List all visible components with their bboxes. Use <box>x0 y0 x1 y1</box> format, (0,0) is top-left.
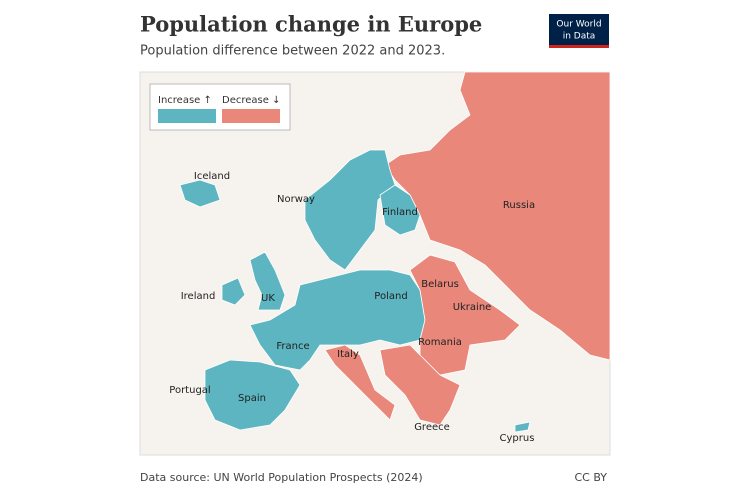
logo-text: Our World <box>556 20 601 30</box>
source: Data source: UN World Population Prospec… <box>140 471 423 484</box>
legend-swatch <box>222 109 280 123</box>
logo: Our World in Data <box>549 14 609 48</box>
region <box>221 277 246 306</box>
region <box>324 344 396 421</box>
license: CC BY <box>574 471 607 484</box>
logo-underline <box>549 45 609 48</box>
country-label: Greece <box>414 422 450 433</box>
country-label: UK <box>261 293 275 304</box>
logo-box <box>549 14 609 45</box>
region <box>179 179 221 208</box>
legend-box <box>149 83 291 131</box>
region <box>379 344 461 426</box>
subtitle: Population difference between 2022 and 2… <box>140 44 445 59</box>
country-label: Iceland <box>194 171 230 182</box>
country-label: Spain <box>238 393 266 404</box>
region <box>204 359 301 431</box>
legend-label: Decrease ↓ <box>222 95 280 106</box>
country-label: Cyprus <box>500 433 535 444</box>
country-label: Ukraine <box>453 302 492 313</box>
country-label: Portugal <box>169 385 210 396</box>
region <box>514 421 531 433</box>
legend-swatch <box>158 109 216 123</box>
country-label: Belarus <box>421 279 459 290</box>
title: Population change in Europe <box>140 12 482 37</box>
legend: Increase ↑ Decrease ↓ <box>149 83 291 131</box>
logo-text: in Data <box>563 32 596 42</box>
region <box>384 71 611 361</box>
region <box>249 251 286 311</box>
country-label: Ireland <box>181 291 216 302</box>
country-label: Italy <box>337 349 359 360</box>
region <box>379 184 421 236</box>
region <box>409 254 521 376</box>
country-label: Finland <box>382 207 418 218</box>
country-label: France <box>276 341 309 352</box>
country-label: Russia <box>503 200 535 211</box>
legend-label: Increase ↑ <box>158 95 212 106</box>
region <box>304 149 396 271</box>
country-label: Poland <box>374 291 407 302</box>
country-label: Norway <box>277 194 315 205</box>
map: Iceland Norway Finland Ireland UK Poland… <box>139 71 611 456</box>
country-label: Romania <box>418 337 462 348</box>
